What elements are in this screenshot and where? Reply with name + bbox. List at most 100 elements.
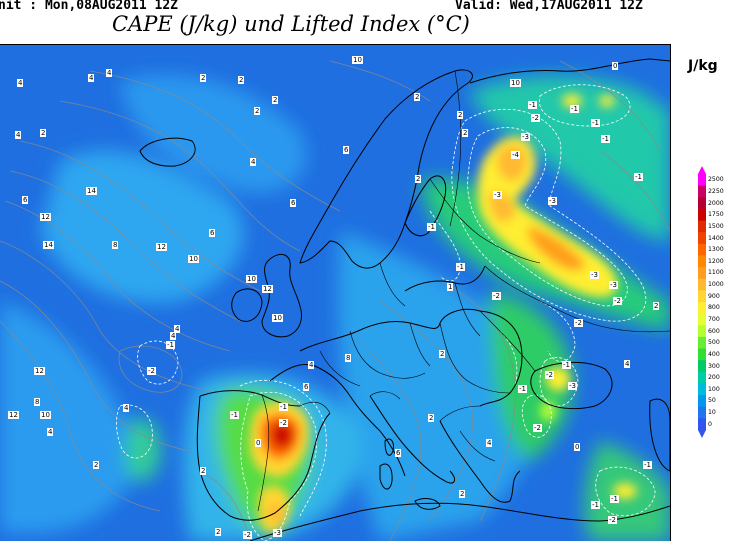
isoline-value-label: -1 xyxy=(643,461,652,469)
colorbar-level-label: 700 xyxy=(708,315,720,323)
colorbar-swatch xyxy=(698,232,706,245)
colorbar-level-label: 200 xyxy=(708,374,720,382)
isoline-value-label: 4 xyxy=(624,360,631,368)
isoline-value-label: -2 xyxy=(574,319,583,327)
colorbar-level-label: 0 xyxy=(708,420,712,428)
isoline-value-label: 10 xyxy=(40,411,51,419)
map-canvas xyxy=(0,45,670,541)
colorbar-level-label: 800 xyxy=(708,304,720,312)
isoline-value-label: -1 xyxy=(601,135,610,143)
isoline-value-label: 2 xyxy=(238,76,245,84)
colorbar-level-label: 50 xyxy=(708,397,716,405)
colorbar-swatch xyxy=(698,348,706,361)
lifted-index-contours xyxy=(116,84,656,541)
isoline-value-label: 12 xyxy=(8,411,19,419)
colorbar-swatch xyxy=(698,360,706,373)
isoline-value-label: 4 xyxy=(170,332,177,340)
colorbar-swatches xyxy=(698,166,706,438)
isoline-value-label: 10 xyxy=(246,275,257,283)
colorbar: 2500 2250 2000 1750 1500 1400 1300 1200 1100 1000… xyxy=(696,166,732,438)
isoline-value-label: 0 xyxy=(612,62,619,70)
cape-maxima xyxy=(249,94,637,533)
colorbar-swatch xyxy=(698,383,706,396)
colorbar-level-label: 1300 xyxy=(708,246,724,254)
isoline-value-label: 2 xyxy=(457,111,464,119)
colorbar-level-label: 1200 xyxy=(708,257,724,265)
isoline-value-label: 4 xyxy=(308,361,315,369)
isoline-value-label: 2 xyxy=(40,129,47,137)
isoline-value-label: 6 xyxy=(395,449,402,457)
isoline-value-label: 4 xyxy=(106,69,113,77)
isoline-value-label: 2 xyxy=(414,93,421,101)
isoline-value-label: 4 xyxy=(123,404,130,412)
isoline-value-label: -1 xyxy=(518,385,527,393)
isoline-value-label: -2 xyxy=(147,367,156,375)
colorbar-level-label: 1500 xyxy=(708,222,724,230)
isoline-value-label: 0 xyxy=(255,439,262,447)
valid-time-label: Valid: Wed,17AUG2011 12Z xyxy=(455,0,643,13)
isoline-value-label: -3 xyxy=(548,197,557,205)
isoline-value-label: 4 xyxy=(88,74,95,82)
isoline-value-label: -3 xyxy=(568,382,577,390)
colorbar-level-label: 1400 xyxy=(708,234,724,242)
colorbar-level-label: 100 xyxy=(708,385,720,393)
colorbar-swatch xyxy=(698,267,706,280)
isoline-value-label: 2 xyxy=(462,129,469,137)
isoline-value-label: -3 xyxy=(521,133,530,141)
colorbar-level-label: 2000 xyxy=(708,199,724,207)
isoline-value-label: 6 xyxy=(209,229,216,237)
isoline-value-label: -1 xyxy=(591,119,600,127)
isoline-value-label: -1 xyxy=(279,403,288,411)
isoline-value-label: -1 xyxy=(610,495,619,503)
colorbar-swatch xyxy=(698,418,706,431)
colorbar-level-label: 400 xyxy=(708,350,720,358)
isoline-value-label: 6 xyxy=(303,383,310,391)
colorbar-level-label: 1100 xyxy=(708,269,724,277)
colorbar-swatch xyxy=(698,313,706,326)
isoline-value-label: 6 xyxy=(343,146,350,154)
colorbar-swatch xyxy=(698,302,706,315)
isoline-value-label: 10 xyxy=(510,79,521,87)
colorbar-level-label: 300 xyxy=(708,362,720,370)
isoline-value-label: 4 xyxy=(15,131,22,139)
map-title: CAPE (J/kg) und Lifted Index (°C) xyxy=(112,12,470,36)
isoline-value-label: -2 xyxy=(608,516,617,524)
colorbar-unit: J/kg xyxy=(688,58,718,74)
colorbar-level-label: 2500 xyxy=(708,176,724,184)
isoline-value-label: -1 xyxy=(166,341,175,349)
colorbar-swatch xyxy=(698,406,706,419)
isoline-value-label: -2 xyxy=(243,531,252,539)
isoline-value-label: 2 xyxy=(428,414,435,422)
colorbar-swatch xyxy=(698,243,706,256)
isoline-value-label: 4 xyxy=(250,158,257,166)
country-borders xyxy=(257,70,670,512)
isoline-value-label: 12 xyxy=(262,285,273,293)
colorbar-swatch xyxy=(698,371,706,384)
init-time-label: nit : Mon,08AUG2011 12Z xyxy=(0,0,179,13)
isoline-value-label: 10 xyxy=(188,255,199,263)
isoline-value-label: -4 xyxy=(511,151,520,159)
isoline-value-label: 8 xyxy=(34,398,41,406)
colorbar-swatch xyxy=(698,325,706,338)
colorbar-bottom-arrow xyxy=(698,430,706,438)
isoline-value-label: 12 xyxy=(40,213,51,221)
colorbar-swatch xyxy=(698,336,706,350)
isoline-value-label: 10 xyxy=(352,56,363,64)
colorbar-level-label: 2250 xyxy=(708,187,724,195)
isoline-value-label: 14 xyxy=(43,241,54,249)
isoline-value-label: -1 xyxy=(634,173,643,181)
isoline-value-label: 4 xyxy=(486,439,493,447)
colorbar-swatch xyxy=(698,208,706,222)
isoline-value-label: 2 xyxy=(254,107,261,115)
weather-map: 4 2 4 10 10 -1 -2 -1 -1 0 -1 4 4 2 6 12 14 14 8 12 10 6 6 4 2 6 2 2… xyxy=(0,44,671,541)
isoline-value-label: 2 xyxy=(272,96,279,104)
colorbar-swatch xyxy=(698,220,706,233)
isoline-value-label: 2 xyxy=(415,175,422,183)
colorbar-swatch xyxy=(698,395,706,408)
isoline-value-label: 2 xyxy=(653,302,660,310)
isoline-value-label: 4 xyxy=(174,325,181,333)
isoline-value-label: -1 xyxy=(456,263,465,271)
colorbar-level-label: 900 xyxy=(708,292,720,300)
isoline-value-label: 8 xyxy=(345,354,352,362)
isoline-value-label: -1 xyxy=(562,361,571,369)
